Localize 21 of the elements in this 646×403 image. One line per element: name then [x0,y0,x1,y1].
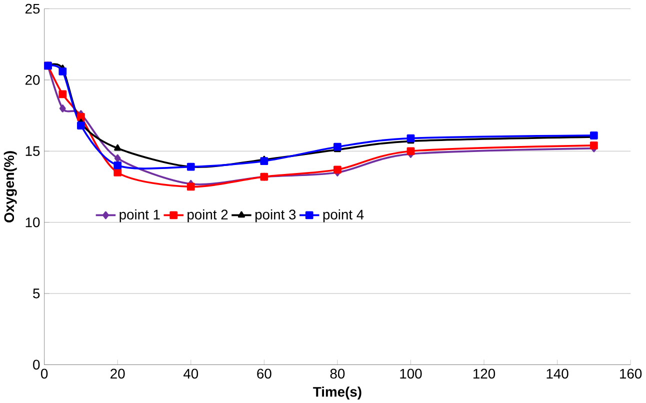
x-tick-label: 140 [546,368,568,378]
y-tick-label: 25 [25,4,40,14]
y-tick-label: 5 [33,288,40,298]
legend-label: point 1 [120,209,160,222]
x-tick-label: 160 [620,368,642,378]
x-tick-label: 20 [110,368,125,378]
y-tick-label: 15 [26,146,40,156]
y-tick-label: 10 [26,217,40,228]
legend-label: point 3 [255,209,296,222]
x-axis-title: Time(s) [313,386,362,400]
x-tick-label: 0 [40,368,48,378]
y-axis-title: Oxygen(%) [4,151,17,222]
y-tick-label: 20 [25,74,40,85]
x-tick-label: 120 [473,368,496,378]
x-tick-label: 40 [183,368,198,378]
legend-label: point 2 [188,209,228,222]
x-tick-label: 60 [257,368,272,378]
y-tick-label: 0 [33,360,40,370]
legend-label: point 4 [323,209,364,222]
x-tick-label: 80 [330,368,345,378]
x-tick-label: 100 [400,368,422,378]
